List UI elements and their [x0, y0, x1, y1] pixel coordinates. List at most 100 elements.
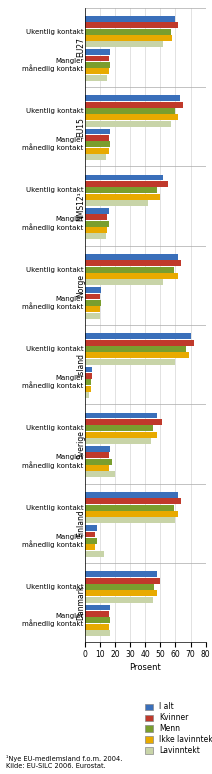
Bar: [85, 128, 110, 135]
Bar: [85, 16, 176, 22]
Text: Norge: Norge: [77, 274, 85, 297]
Bar: [85, 346, 186, 352]
Bar: [85, 68, 109, 74]
Bar: [85, 334, 191, 339]
Bar: [85, 121, 171, 126]
Bar: [85, 471, 115, 478]
Text: Ukentlig kontakt: Ukentlig kontakt: [26, 29, 84, 35]
Bar: [85, 538, 97, 544]
Text: Ukentlig kontakt: Ukentlig kontakt: [26, 505, 84, 511]
Bar: [85, 214, 107, 220]
Bar: [85, 550, 105, 557]
Bar: [85, 577, 160, 584]
Bar: [85, 373, 92, 378]
Text: ¹Nye EU-medlemsland f.o.m. 2004.: ¹Nye EU-medlemsland f.o.m. 2004.: [6, 755, 123, 762]
Bar: [85, 571, 157, 577]
Bar: [85, 313, 100, 319]
Bar: [85, 227, 107, 233]
Bar: [85, 108, 176, 114]
Bar: [85, 617, 110, 623]
Bar: [85, 279, 163, 285]
Text: EU15: EU15: [77, 117, 85, 137]
Bar: [85, 419, 162, 425]
Bar: [85, 181, 168, 187]
Bar: [85, 101, 183, 108]
Bar: [85, 352, 189, 358]
Text: Finland: Finland: [77, 509, 85, 537]
Text: Ukentlig kontakt: Ukentlig kontakt: [26, 187, 84, 194]
Bar: [85, 175, 163, 180]
Bar: [85, 115, 179, 120]
Bar: [85, 425, 153, 431]
Text: Sverige: Sverige: [77, 430, 85, 458]
Bar: [85, 358, 176, 365]
Bar: [85, 260, 181, 266]
Text: Island: Island: [77, 353, 85, 376]
Bar: [85, 35, 172, 41]
Bar: [85, 221, 109, 227]
Text: Ukentlig kontakt: Ukentlig kontakt: [26, 108, 84, 114]
Text: Ukentlig kontakt: Ukentlig kontakt: [26, 584, 84, 590]
Bar: [85, 532, 95, 537]
Bar: [85, 392, 89, 398]
Bar: [85, 385, 91, 392]
Bar: [85, 511, 179, 517]
Bar: [85, 611, 109, 617]
Bar: [85, 379, 91, 385]
Bar: [85, 367, 92, 372]
Text: Mangler
månedlig kontakt: Mangler månedlig kontakt: [22, 375, 84, 389]
Bar: [85, 526, 97, 531]
Bar: [85, 56, 109, 61]
Text: Mangler
månedlig kontakt: Mangler månedlig kontakt: [22, 58, 84, 72]
Bar: [85, 604, 110, 611]
Bar: [85, 208, 109, 214]
Text: Mangler
månedlig kontakt: Mangler månedlig kontakt: [22, 137, 84, 152]
Bar: [85, 293, 100, 300]
Bar: [85, 194, 160, 200]
Text: Mangler
månedlig kontakt: Mangler månedlig kontakt: [22, 613, 84, 628]
Text: EU27: EU27: [77, 37, 85, 57]
Bar: [85, 517, 176, 523]
Text: Ukentlig kontakt: Ukentlig kontakt: [26, 425, 84, 431]
Bar: [85, 465, 109, 471]
Bar: [85, 254, 179, 260]
Text: Ukentlig kontakt: Ukentlig kontakt: [26, 266, 84, 272]
Text: NMS12¹: NMS12¹: [77, 191, 85, 221]
Bar: [85, 41, 163, 47]
Bar: [85, 135, 109, 141]
Bar: [85, 624, 109, 629]
Bar: [85, 432, 157, 437]
Bar: [85, 50, 110, 55]
Bar: [85, 200, 148, 206]
Bar: [85, 584, 154, 590]
Text: Mangler
månedlig kontakt: Mangler månedlig kontakt: [22, 454, 84, 469]
Bar: [85, 452, 109, 458]
Bar: [85, 458, 112, 464]
Legend: I alt, Kvinner, Menn, Ikke lavinntekt, Lavinntekt: I alt, Kvinner, Menn, Ikke lavinntekt, L…: [143, 700, 212, 758]
Bar: [85, 591, 157, 596]
X-axis label: Prosent: Prosent: [129, 663, 161, 673]
Bar: [85, 413, 157, 419]
Bar: [85, 446, 110, 452]
Bar: [85, 505, 174, 511]
Bar: [85, 597, 153, 602]
Bar: [85, 95, 180, 101]
Bar: [85, 630, 110, 636]
Text: Mangler
månedlig kontakt: Mangler månedlig kontakt: [22, 534, 84, 548]
Bar: [85, 340, 194, 345]
Bar: [85, 22, 179, 28]
Bar: [85, 141, 110, 147]
Bar: [85, 148, 109, 153]
Bar: [85, 498, 181, 504]
Text: Mangler
månedlig kontakt: Mangler månedlig kontakt: [22, 296, 84, 310]
Bar: [85, 544, 95, 550]
Bar: [85, 74, 107, 80]
Text: Ukentlig kontakt: Ukentlig kontakt: [26, 346, 84, 352]
Bar: [85, 233, 106, 239]
Bar: [85, 266, 174, 272]
Bar: [85, 300, 101, 306]
Bar: [85, 62, 110, 68]
Bar: [85, 29, 171, 35]
Bar: [85, 273, 179, 279]
Bar: [85, 492, 179, 498]
